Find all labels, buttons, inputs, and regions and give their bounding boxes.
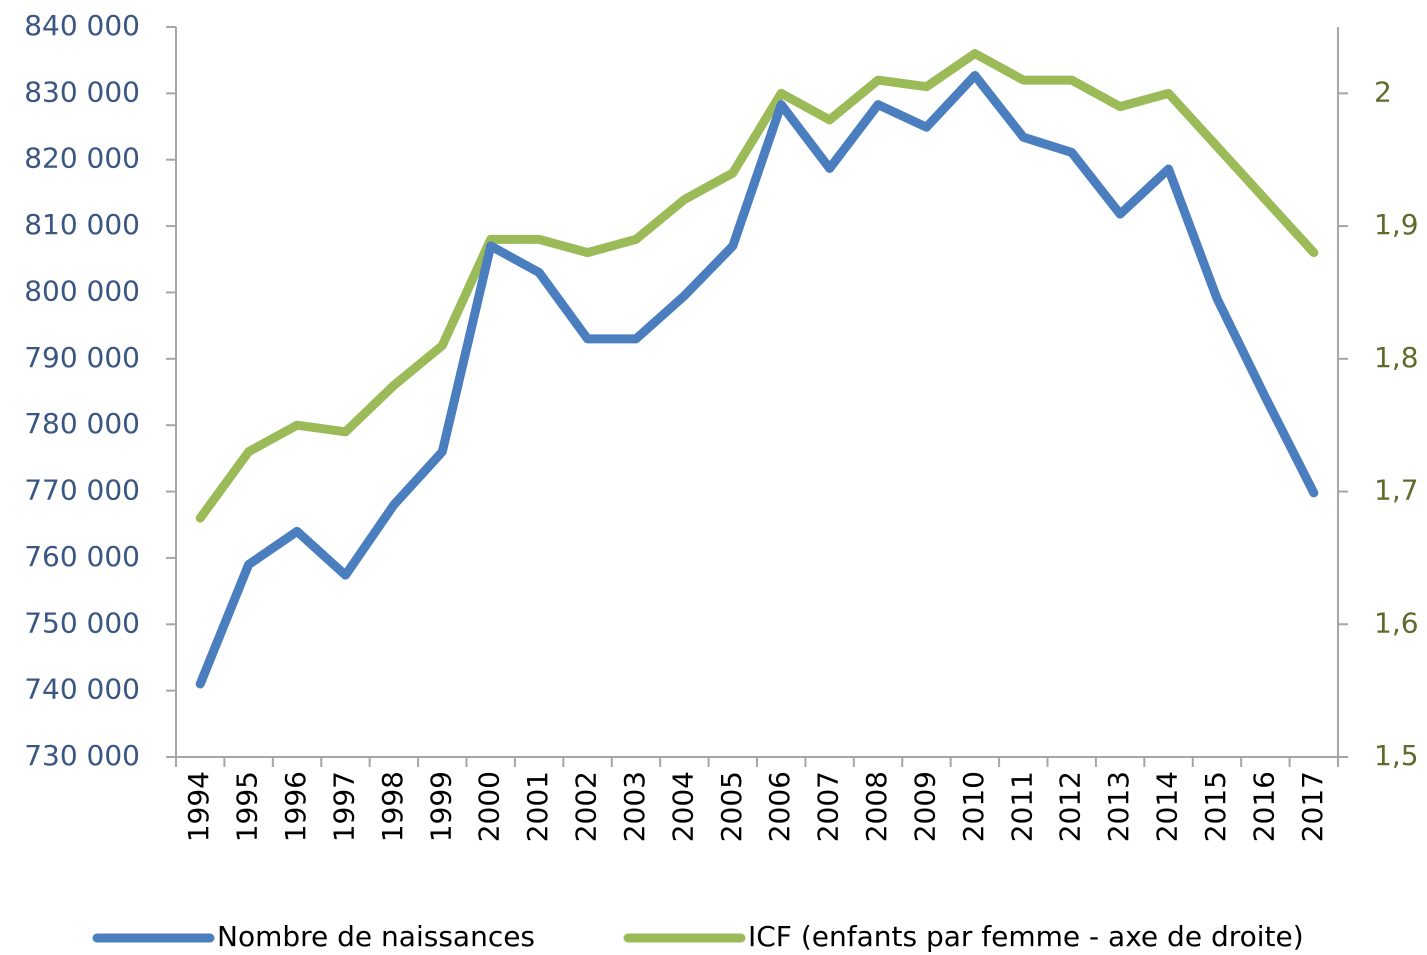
y2-tick-label: 2	[1374, 75, 1392, 108]
y-tick-label: 740 000	[24, 673, 140, 706]
x-tick-label: 2000	[473, 771, 506, 842]
x-tick-label: 2002	[570, 771, 603, 842]
x-tick-label: 1996	[279, 771, 312, 842]
x-tick-label: 2017	[1296, 771, 1329, 842]
x-tick-label: 2001	[521, 771, 554, 842]
x-tick-label: 1998	[376, 771, 409, 842]
y2-tick-label: 1,8	[1374, 341, 1419, 374]
legend-label: ICF (enfants par femme - axe de droite)	[748, 920, 1304, 953]
x-tick-label: 2013	[1102, 771, 1135, 842]
y-tick-label: 800 000	[24, 274, 140, 307]
y-tick-label: 830 000	[24, 75, 140, 108]
x-tick-label: 2007	[812, 771, 845, 842]
y-tick-label: 760 000	[24, 540, 140, 573]
x-tick-label: 2005	[715, 771, 748, 842]
y-tick-label: 750 000	[24, 606, 140, 639]
x-tick-label: 2012	[1054, 771, 1087, 842]
x-tick-label: 2014	[1151, 771, 1184, 842]
y2-tick-label: 1,5	[1374, 739, 1419, 772]
x-tick-label: 2009	[908, 771, 941, 842]
x-tick-label: 1995	[231, 771, 264, 842]
y2-tick-label: 1,7	[1374, 474, 1419, 507]
y-tick-label: 820 000	[24, 142, 140, 175]
x-tick-label: 1997	[327, 771, 360, 842]
x-tick-label: 2010	[957, 771, 990, 842]
y2-tick-label: 1,9	[1374, 208, 1419, 241]
y-tick-label: 730 000	[24, 739, 140, 772]
y-tick-label: 810 000	[24, 208, 140, 241]
y-tick-label: 770 000	[24, 474, 140, 507]
x-tick-label: 2011	[1005, 771, 1038, 842]
x-tick-label: 2006	[763, 771, 796, 842]
x-tick-label: 2015	[1199, 771, 1232, 842]
y2-tick-label: 1,6	[1374, 606, 1419, 639]
legend-label: Nombre de naissances	[217, 920, 535, 953]
x-tick-label: 2016	[1247, 771, 1280, 842]
x-tick-label: 2008	[860, 771, 893, 842]
x-tick-label: 2004	[666, 771, 699, 842]
series-line	[195, 70, 1319, 689]
series-line	[195, 49, 1319, 523]
y-tick-label: 780 000	[24, 407, 140, 440]
y-tick-label: 790 000	[24, 341, 140, 374]
x-tick-label: 1999	[424, 771, 457, 842]
x-tick-label: 1994	[182, 771, 215, 842]
x-tick-label: 2003	[618, 771, 651, 842]
y-tick-label: 840 000	[24, 9, 140, 42]
